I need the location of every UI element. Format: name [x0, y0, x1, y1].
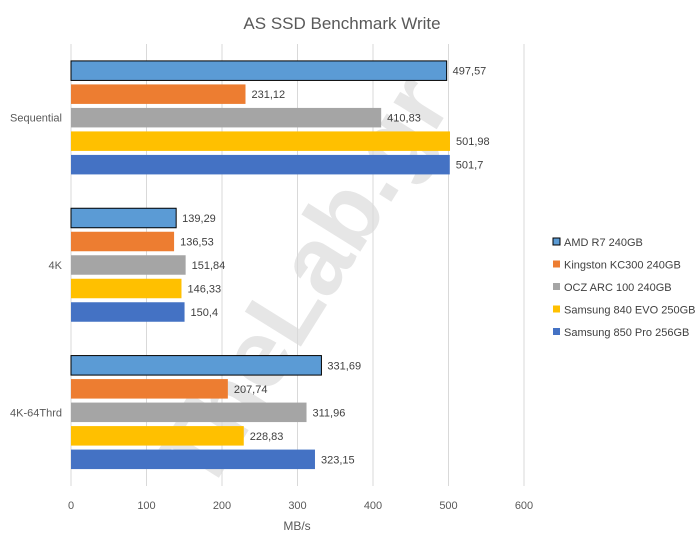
- legend-label: Samsung 850 Pro 256GB: [564, 327, 689, 339]
- legend-swatch: [553, 328, 560, 335]
- legend-label: Kingston KC300 240GB: [564, 260, 681, 272]
- data-label: 231,12: [251, 89, 285, 101]
- x-tick-label: 600: [515, 500, 533, 512]
- bar: [71, 231, 175, 252]
- bar: [71, 449, 315, 470]
- bar: [71, 107, 382, 128]
- legend-swatch: [553, 283, 560, 290]
- data-label: 410,83: [387, 113, 421, 125]
- data-label: 146,33: [187, 284, 221, 296]
- legend-swatch: [553, 260, 560, 268]
- x-tick-label: 500: [439, 500, 457, 512]
- x-tick-label: 300: [288, 500, 306, 512]
- bar: [71, 84, 246, 104]
- bar: [71, 402, 307, 423]
- axes: 0 100 200 300 400 500 600 Sequential 4K 4K-64Thrd: [10, 113, 533, 512]
- legend-label: AMD R7 240GB: [564, 237, 643, 249]
- data-label: 501,7: [456, 160, 484, 172]
- x-tick-label: 100: [137, 500, 155, 512]
- legend: AMD R7 240GB Kingston KC300 240GB OCZ ARC …: [552, 237, 695, 339]
- data-label: 150,4: [191, 307, 219, 319]
- category-label: 4K: [49, 260, 63, 272]
- bar: [71, 131, 450, 151]
- bar: [71, 302, 185, 322]
- bar: [70, 355, 322, 376]
- x-tick-label: 200: [213, 500, 231, 512]
- chart-title: AS SSD Benchmark Write: [243, 14, 440, 33]
- data-label: 323,15: [321, 454, 355, 466]
- x-axis-title: MB/s: [283, 519, 310, 533]
- bar: [71, 255, 186, 275]
- category-label: Sequential: [10, 113, 62, 125]
- legend-label: Samsung 840 EVO 250GB: [564, 305, 695, 317]
- data-label: 311,96: [313, 407, 346, 419]
- data-labels: 497,57 231,12 410,83 501,98 501,7 139,29 136,5…: [180, 66, 490, 467]
- bar: [70, 207, 177, 229]
- data-label: 139,29: [182, 213, 216, 225]
- legend-label: OCZ ARC 100 240GB: [564, 282, 672, 294]
- legend-swatch: [553, 305, 560, 313]
- data-label: 228,83: [250, 431, 284, 443]
- data-label: 501,98: [456, 136, 490, 148]
- x-tick-label: 0: [68, 500, 74, 512]
- data-label: 136,53: [180, 237, 214, 249]
- bars: [70, 60, 450, 470]
- bar: [71, 426, 244, 446]
- data-label: 497,57: [453, 66, 487, 78]
- data-label: 331,69: [327, 360, 361, 372]
- bar: [71, 154, 450, 175]
- bar: [71, 379, 228, 399]
- data-label: 151,84: [192, 260, 226, 272]
- x-tick-label: 400: [364, 500, 382, 512]
- legend-swatch: [552, 237, 561, 246]
- data-label: 207,74: [234, 384, 268, 396]
- category-label: 4K-64Thrd: [10, 407, 62, 419]
- bar: [70, 60, 448, 81]
- bar: [71, 278, 182, 299]
